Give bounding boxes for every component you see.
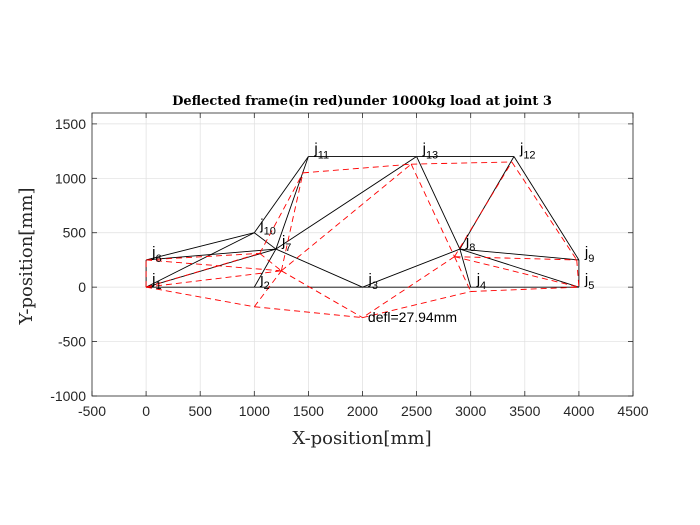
joint-label-2: j2: [259, 271, 269, 292]
joint-label-10: j10: [259, 217, 276, 238]
member-deflected-8-3: [362, 256, 455, 319]
member-deflected-9-5: [576, 259, 580, 288]
member-original-1-10: [145, 232, 255, 288]
member-original-7-11: [275, 156, 309, 250]
member-deflected-11-13: [302, 163, 412, 174]
member-deflected-7-3: [281, 270, 363, 319]
joint-label-4: j4: [476, 271, 486, 292]
y-tick-label: 500: [63, 225, 87, 241]
x-axis-label: X-position[mm]: [292, 428, 431, 449]
joint-label-6: j6: [151, 244, 161, 265]
member-deflected-8-5: [454, 256, 580, 288]
joint-label-12: j12: [519, 141, 536, 162]
member-deflected-7-11: [280, 172, 304, 271]
member-original-6-10: [145, 232, 255, 261]
x-tick-label: 0: [142, 403, 150, 419]
joint-label-5: j5: [584, 271, 594, 292]
member-deflected-10-7: [259, 253, 282, 272]
x-tick-label: 4000: [563, 403, 594, 419]
x-tick-label: 2500: [401, 403, 432, 419]
member-deflected-1-7: [146, 270, 282, 288]
member-deflected-2-3: [254, 306, 363, 319]
member-original-7-13: [275, 156, 417, 250]
member-deflected-1-2: [146, 286, 255, 308]
x-tick-label: 4500: [617, 403, 648, 419]
joint-labels: j1 j2 j3 j4 j5 j6 j7 j8 j9 j10 j11 j12 j13: [151, 141, 594, 293]
member-original-8-3: [362, 248, 461, 288]
member-deflected-10-11: [259, 172, 304, 254]
x-tick-label: 2000: [347, 403, 378, 419]
joint-label-1: j1: [151, 271, 161, 292]
plot-box: [91, 112, 634, 397]
member-original-8-4: [459, 248, 472, 288]
x-tick-label: 1500: [293, 403, 324, 419]
y-tick-label: 1500: [55, 116, 86, 132]
joint-label-8: j8: [465, 233, 475, 254]
member-original-10-7: [254, 232, 277, 250]
joint-label-9: j9: [584, 244, 594, 265]
chart-title: Deflected frame(in red)under 1000kg load…: [172, 94, 552, 109]
y-tick-label: -1000: [50, 388, 86, 404]
member-original-2-7: [253, 248, 277, 288]
member-deflected-4-5: [470, 286, 579, 292]
x-tick-label: -500: [78, 403, 106, 419]
member-original-12-9: [513, 156, 580, 261]
member-deflected-13-12: [411, 161, 512, 165]
x-tick-label: 3000: [455, 403, 486, 419]
member-original-10-11: [253, 156, 309, 233]
member-original-8-5: [459, 248, 580, 288]
y-tick-label: 0: [78, 279, 86, 295]
member-deflected-8-9: [454, 256, 577, 261]
y-tick-label: 1000: [55, 170, 86, 186]
y-axis-label: Y-position[mm]: [16, 188, 37, 326]
member-deflected-6-7: [146, 259, 282, 272]
member-original-13-8: [416, 156, 461, 250]
joint-label-3: j3: [368, 271, 378, 292]
x-tick-label: 3500: [509, 403, 540, 419]
joint-label-7: j7: [281, 233, 291, 254]
x-tick-label: 500: [189, 403, 213, 419]
member-deflected-8-12: [454, 161, 513, 257]
x-tick-label: 1000: [239, 403, 270, 419]
axis-ticks: -500 0 500 1000 1500 2000 2500 3000 3500 4000 4500…: [50, 113, 649, 419]
y-tick-label: -500: [58, 334, 86, 350]
joint-label-11: j11: [313, 141, 329, 162]
member-deflected-7-13: [281, 163, 412, 272]
member-deflected-3-4: [362, 291, 471, 319]
member-deflected-8-4: [454, 256, 472, 292]
member-deflected-6-10: [146, 252, 260, 261]
member-deflected-13-8: [410, 163, 455, 257]
member-original-8-9: [459, 248, 579, 261]
member-original-7-3: [275, 248, 363, 288]
deflected-frame: [145, 161, 580, 319]
member-deflected-2-7: [253, 270, 282, 308]
joint-label-13: j13: [422, 141, 439, 162]
deflection-annotation: defl=27.94mm: [368, 309, 457, 325]
